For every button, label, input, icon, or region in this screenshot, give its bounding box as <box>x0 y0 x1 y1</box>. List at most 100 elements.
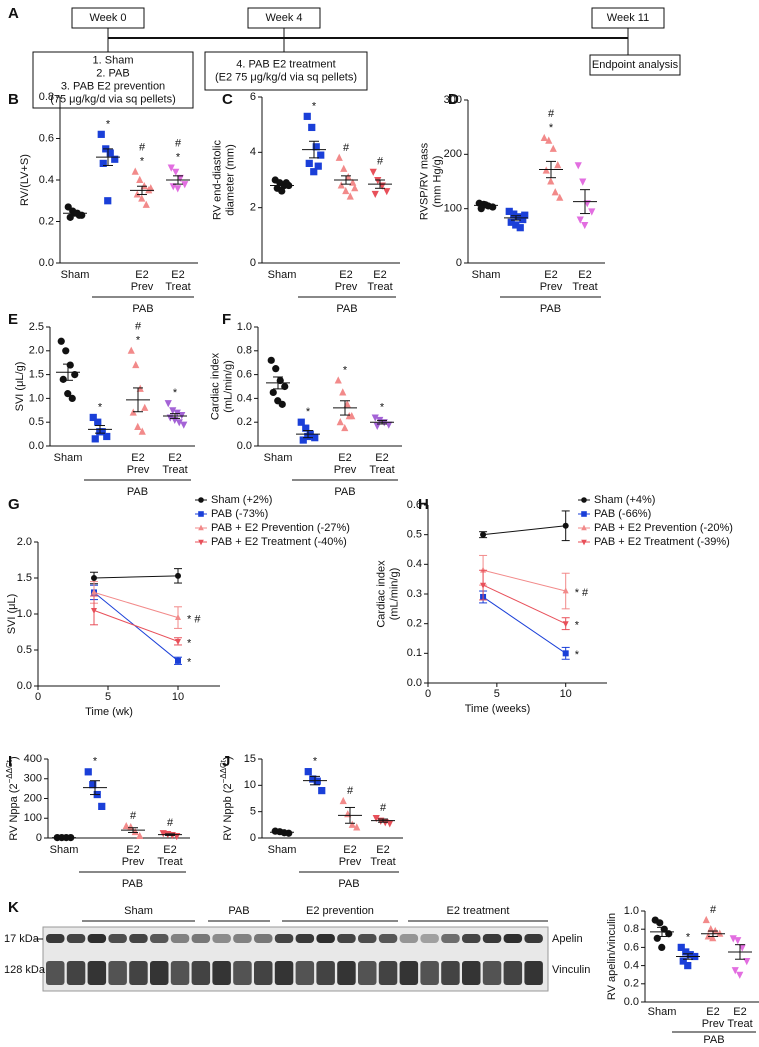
apelin-band <box>378 934 398 943</box>
point <box>510 210 518 218</box>
group-label: PAB <box>334 486 355 498</box>
point <box>736 971 744 979</box>
apelin-band <box>129 934 148 943</box>
legend-label: PAB (-73%) <box>211 508 268 520</box>
y-axis-label: diameter (mm) <box>224 144 236 216</box>
point <box>480 582 487 589</box>
y-axis-label-text: RV Nppb (2 <box>222 783 234 840</box>
y-tick-label: 100 <box>444 203 462 215</box>
point <box>59 375 67 383</box>
panel-label: G <box>8 496 20 513</box>
point <box>64 390 72 398</box>
y-tick-label: 0.2 <box>624 978 639 990</box>
point <box>84 768 92 776</box>
vinculin-band <box>108 961 127 985</box>
point <box>318 787 326 795</box>
series-line <box>93 609 179 642</box>
x-tick-label: E2 Treat <box>369 452 395 476</box>
apelin-band <box>462 934 481 943</box>
vinculin-band <box>358 961 377 985</box>
apelin-band <box>66 934 86 943</box>
point <box>314 162 322 170</box>
apelin-band <box>441 934 460 943</box>
point <box>167 164 175 172</box>
point <box>562 587 569 594</box>
x-tick-label: E2 Treat <box>157 844 183 868</box>
y-tick-label: 0.4 <box>39 174 54 186</box>
y-tick-label: 0.2 <box>407 618 422 630</box>
point <box>339 796 347 805</box>
apelin-band <box>503 934 523 943</box>
apelin-band <box>87 934 107 943</box>
y-axis-label: RVSP/RV mass <box>418 142 430 220</box>
panel-label: F <box>222 311 231 328</box>
y-axis-label-end: ) <box>222 756 234 760</box>
point <box>172 168 180 176</box>
point <box>562 650 569 657</box>
point <box>684 962 692 970</box>
point <box>164 400 172 408</box>
week-label: Week 11 <box>607 12 649 24</box>
panel-label: C <box>222 91 233 108</box>
y-tick-label: 0 <box>36 832 42 844</box>
point <box>305 159 313 167</box>
y-axis-label: (mm Hg/g) <box>431 156 443 208</box>
apelin-band <box>295 934 315 943</box>
point <box>142 200 150 208</box>
point <box>91 588 97 595</box>
x-axis-label: Time (wk) <box>85 706 133 718</box>
y-axis-label: SVI (μL/g) <box>14 362 26 412</box>
y-tick-label: 2.5 <box>29 321 44 333</box>
legend-label: PAB (-66%) <box>594 508 651 520</box>
point <box>480 531 487 538</box>
y-axis-label: (mL/min/g) <box>222 360 234 413</box>
y-axis-label: RV/(LV+S) <box>19 154 31 206</box>
apelin-band <box>170 934 190 943</box>
x-tick-label: E2 Prev <box>334 269 358 293</box>
significance-mark: * <box>93 756 98 768</box>
significance-mark: * <box>575 620 580 632</box>
significance-mark: * <box>380 401 385 413</box>
y-tick-label: 10 <box>244 779 256 791</box>
panel-label: I <box>8 753 12 770</box>
point <box>551 188 559 196</box>
panel-label: H <box>418 496 429 513</box>
vinculin-band <box>378 961 398 985</box>
point <box>272 365 280 373</box>
point <box>383 188 391 196</box>
x-tick-label: E2 Treat <box>165 269 191 293</box>
apelin-band <box>233 934 252 943</box>
significance-mark: # <box>135 321 142 333</box>
significance-mark: * <box>140 156 145 168</box>
point <box>716 929 724 937</box>
group-label: PAB <box>336 303 357 315</box>
y-tick-label: 4 <box>250 146 256 158</box>
vinculin-band <box>129 961 148 985</box>
point <box>127 346 135 354</box>
y-tick-label: 2 <box>250 202 256 214</box>
y-tick-label: 0.1 <box>407 647 422 659</box>
vinculin-band <box>462 961 481 985</box>
point <box>337 181 345 189</box>
point <box>554 161 562 169</box>
x-tick-label: Sham <box>267 844 297 856</box>
point <box>181 181 189 189</box>
point <box>309 775 317 783</box>
point <box>138 427 146 435</box>
vinculin-band <box>503 961 523 985</box>
apelin-band <box>108 934 127 943</box>
point <box>317 151 325 159</box>
apelin-band <box>254 934 273 943</box>
significance-mark: * <box>343 364 348 376</box>
point <box>562 621 569 628</box>
point <box>588 208 596 216</box>
point <box>313 777 321 785</box>
group-label: PAB <box>540 303 561 315</box>
point <box>131 827 139 836</box>
point <box>549 144 557 152</box>
point <box>574 162 582 170</box>
point <box>141 403 149 411</box>
y-tick-label: 0.0 <box>624 996 639 1008</box>
week-label: Week 0 <box>89 12 126 24</box>
